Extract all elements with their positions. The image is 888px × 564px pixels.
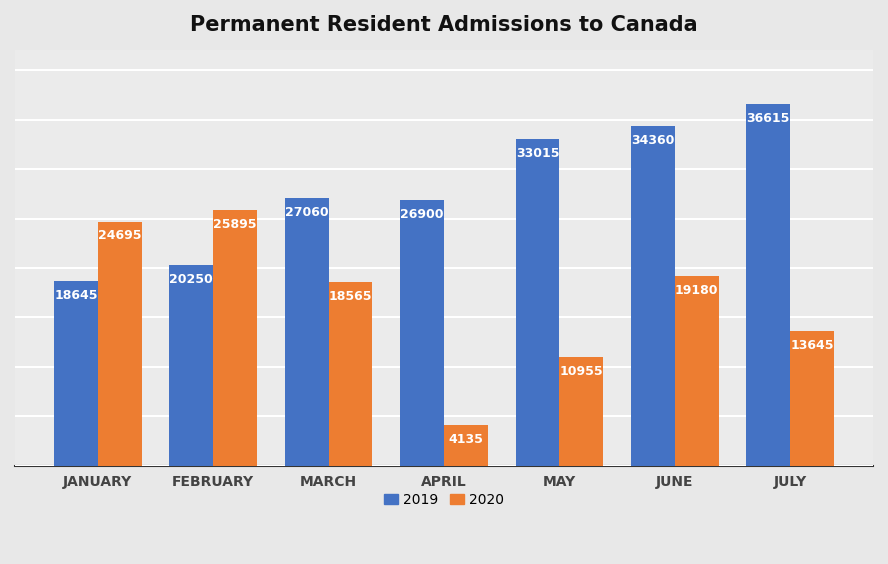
Bar bbox=[559, 358, 603, 466]
Bar bbox=[630, 126, 675, 466]
Text: 10955: 10955 bbox=[559, 365, 603, 378]
Text: 4135: 4135 bbox=[448, 433, 483, 446]
Bar bbox=[790, 331, 834, 466]
Text: 27060: 27060 bbox=[285, 206, 329, 219]
Text: 25895: 25895 bbox=[213, 218, 257, 231]
Text: 18645: 18645 bbox=[54, 289, 98, 302]
Bar bbox=[444, 425, 488, 466]
Bar bbox=[675, 276, 718, 466]
Text: 24695: 24695 bbox=[98, 230, 141, 243]
Text: 34360: 34360 bbox=[631, 134, 675, 147]
Bar bbox=[400, 200, 444, 466]
Bar bbox=[213, 210, 258, 466]
Bar bbox=[516, 139, 559, 466]
Bar bbox=[98, 222, 142, 466]
Bar bbox=[285, 198, 329, 466]
Bar bbox=[746, 104, 790, 466]
Text: 20250: 20250 bbox=[170, 274, 213, 287]
Text: 36615: 36615 bbox=[747, 112, 790, 125]
Bar bbox=[54, 281, 98, 466]
Title: Permanent Resident Admissions to Canada: Permanent Resident Admissions to Canada bbox=[190, 15, 698, 35]
Bar bbox=[329, 282, 372, 466]
Text: 26900: 26900 bbox=[400, 208, 444, 221]
Text: 18565: 18565 bbox=[329, 290, 372, 303]
Text: 13645: 13645 bbox=[790, 338, 834, 352]
Bar bbox=[170, 266, 213, 466]
Text: 19180: 19180 bbox=[675, 284, 718, 297]
Text: 33015: 33015 bbox=[516, 147, 559, 160]
Legend: 2019, 2020: 2019, 2020 bbox=[378, 487, 510, 513]
